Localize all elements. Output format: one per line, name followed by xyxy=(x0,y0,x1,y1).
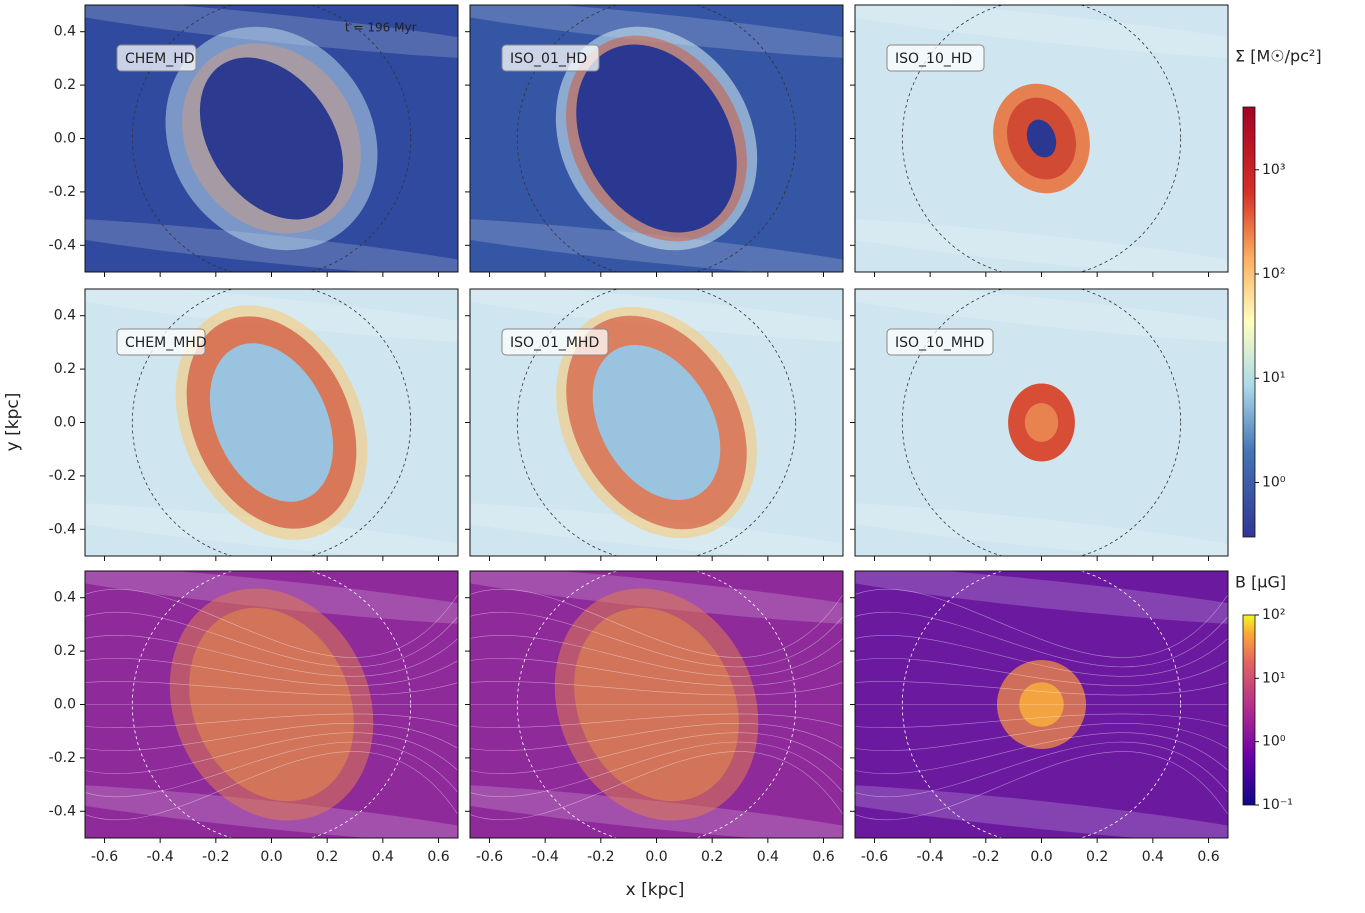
gas-structure xyxy=(1025,403,1058,442)
panel-label: CHEM_MHD xyxy=(125,335,207,351)
x-tick-label: -0.6 xyxy=(476,849,503,865)
panel-label: ISO_10_HD xyxy=(895,51,972,67)
x-tick-label: -0.2 xyxy=(587,849,614,865)
figure: x [kpc] y [kpc] -0.4 -0.2 0.0 0.2 0.4 CHEM_HD… xyxy=(0,0,1365,909)
colorbar xyxy=(1243,615,1255,805)
colorbar-tick-label: 10⁻¹ xyxy=(1262,797,1293,813)
x-tick-label: 0.0 xyxy=(645,849,667,865)
colorbar-tick-label: 10¹ xyxy=(1262,670,1285,686)
x-tick-label: 0.4 xyxy=(372,849,394,865)
page: {"figure": { "xlabel": "x [kpc]", "ylabe… xyxy=(0,0,1365,913)
y-tick-label: 0.0 xyxy=(54,415,76,431)
panel-label: ISO_10_MHD xyxy=(895,335,984,351)
y-tick-label: -0.2 xyxy=(49,184,76,200)
colorbar-label: Σ [M☉/pc²] xyxy=(1235,47,1322,66)
x-tick-label: 0.4 xyxy=(757,849,779,865)
y-tick-label: 0.2 xyxy=(54,643,76,659)
panel-label: ISO_01_MHD xyxy=(510,335,599,351)
colorbar-tick-label: 10² xyxy=(1262,607,1285,623)
x-tick-label: 0.6 xyxy=(427,849,449,865)
colorbar-label: B [μG] xyxy=(1235,573,1286,592)
x-axis-label: x [kpc] xyxy=(626,880,685,900)
x-tick-label: 0.6 xyxy=(1197,849,1219,865)
y-tick-label: 0.0 xyxy=(54,131,76,147)
y-tick-label: 0.4 xyxy=(54,24,76,40)
y-tick-label: -0.2 xyxy=(49,750,76,766)
x-tick-label: -0.2 xyxy=(972,849,999,865)
y-axis-label: y [kpc] xyxy=(3,393,23,452)
colorbar xyxy=(1243,107,1255,537)
panel-label: CHEM_HD xyxy=(125,51,195,67)
x-tick-label: 0.2 xyxy=(1086,849,1108,865)
x-tick-label: 0.6 xyxy=(812,849,834,865)
y-tick-label: -0.4 xyxy=(49,521,76,537)
x-tick-label: 0.2 xyxy=(316,849,338,865)
colorbar-tick-label: 10⁰ xyxy=(1262,474,1286,490)
y-tick-label: -0.4 xyxy=(49,237,76,253)
y-tick-label: 0.4 xyxy=(54,308,76,324)
x-tick-label: -0.4 xyxy=(531,849,558,865)
y-tick-label: 0.0 xyxy=(54,697,76,713)
colorbar-tick-label: 10² xyxy=(1262,266,1285,282)
panel xyxy=(0,0,543,292)
x-tick-label: -0.6 xyxy=(91,849,118,865)
panel-label: ISO_01_HD xyxy=(510,51,587,67)
y-tick-label: -0.2 xyxy=(49,468,76,484)
y-tick-label: 0.2 xyxy=(54,361,76,377)
colorbar-tick-label: 10⁰ xyxy=(1262,734,1286,750)
x-tick-label: -0.4 xyxy=(916,849,943,865)
x-tick-label: 0.0 xyxy=(260,849,282,865)
y-tick-label: -0.4 xyxy=(49,803,76,819)
x-tick-label: 0.0 xyxy=(1030,849,1052,865)
colorbar-tick-label: 10³ xyxy=(1262,162,1285,178)
x-tick-label: -0.6 xyxy=(861,849,888,865)
x-tick-label: 0.2 xyxy=(701,849,723,865)
y-tick-label: 0.4 xyxy=(54,590,76,606)
x-tick-label: -0.4 xyxy=(146,849,173,865)
y-tick-label: 0.2 xyxy=(54,77,76,93)
x-tick-label: -0.2 xyxy=(202,849,229,865)
x-tick-label: 0.4 xyxy=(1142,849,1164,865)
colorbar-tick-label: 10¹ xyxy=(1262,370,1285,386)
annotation: t = 196 Myr xyxy=(345,21,417,35)
